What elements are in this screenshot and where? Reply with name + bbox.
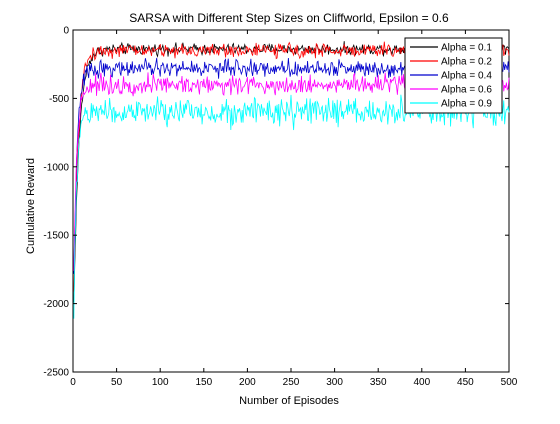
x-tick-label: 500: [501, 377, 518, 388]
x-tick-label: 100: [152, 377, 169, 388]
legend-label: Alpha = 0.1: [441, 43, 492, 54]
x-tick-label: 50: [111, 377, 123, 388]
y-tick-label: 0: [63, 26, 69, 37]
y-tick-label: -2000: [43, 299, 69, 310]
x-tick-label: 400: [413, 377, 430, 388]
legend-label: Alpha = 0.6: [441, 85, 492, 96]
legend-label: Alpha = 0.4: [441, 71, 492, 82]
x-tick-label: 150: [195, 377, 212, 388]
x-tick-label: 350: [370, 377, 387, 388]
y-tick-label: -2500: [43, 368, 69, 379]
x-tick-label: 250: [283, 377, 300, 388]
y-axis-label: Cumulative Reward: [25, 158, 37, 254]
y-tick-label: -1000: [43, 162, 69, 173]
x-tick-label: 300: [326, 377, 343, 388]
x-tick-label: 0: [70, 377, 76, 388]
x-tick-label: 200: [239, 377, 256, 388]
legend-label: Alpha = 0.2: [441, 57, 492, 68]
chart-title: SARSA with Different Step Sizes on Cliff…: [129, 11, 449, 25]
x-axis-label: Number of Episodes: [239, 395, 339, 407]
x-tick-label: 450: [457, 377, 474, 388]
y-tick-label: -500: [49, 94, 69, 105]
legend: Alpha = 0.1 Alpha = 0.2 Alpha = 0.4 Alpha =…: [405, 38, 502, 113]
y-tick-label: -1500: [43, 231, 69, 242]
legend-label: Alpha = 0.9: [441, 99, 492, 110]
